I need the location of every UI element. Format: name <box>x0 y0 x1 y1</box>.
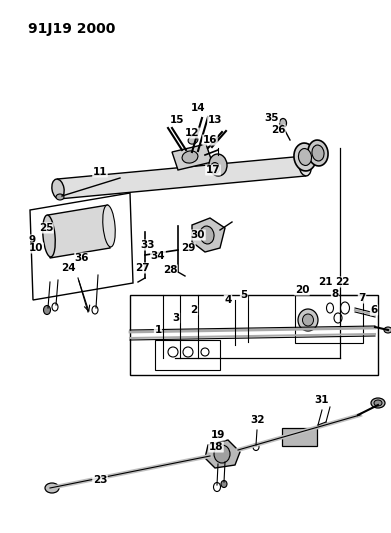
Text: 2: 2 <box>190 305 197 315</box>
Text: 91J19 2000: 91J19 2000 <box>28 22 115 36</box>
Text: 8: 8 <box>332 289 339 299</box>
Text: 21: 21 <box>318 277 332 287</box>
Text: 22: 22 <box>335 277 349 287</box>
Ellipse shape <box>182 151 198 163</box>
Text: 9: 9 <box>29 235 36 245</box>
Bar <box>282 428 317 446</box>
Ellipse shape <box>214 445 230 463</box>
Ellipse shape <box>371 398 385 408</box>
Text: 29: 29 <box>181 243 195 253</box>
Text: 24: 24 <box>61 263 75 273</box>
Text: 15: 15 <box>170 115 184 125</box>
Text: 26: 26 <box>271 125 285 135</box>
Text: 36: 36 <box>75 253 89 263</box>
Text: 16: 16 <box>203 135 217 145</box>
Ellipse shape <box>299 156 311 176</box>
Text: 20: 20 <box>295 285 309 295</box>
Ellipse shape <box>221 481 227 488</box>
Text: 25: 25 <box>39 223 53 233</box>
Ellipse shape <box>308 140 328 166</box>
Ellipse shape <box>303 314 314 326</box>
Text: 30: 30 <box>191 230 205 240</box>
Text: 28: 28 <box>163 265 177 275</box>
Polygon shape <box>205 440 240 468</box>
Ellipse shape <box>298 309 318 331</box>
Text: 10: 10 <box>29 243 43 253</box>
Bar <box>155 340 220 370</box>
Ellipse shape <box>52 179 64 199</box>
Text: 6: 6 <box>370 305 378 315</box>
Text: 4: 4 <box>224 295 232 305</box>
Text: 3: 3 <box>172 313 179 323</box>
Text: 14: 14 <box>191 103 205 113</box>
Ellipse shape <box>210 163 219 174</box>
Text: 34: 34 <box>151 251 165 261</box>
Polygon shape <box>172 144 212 170</box>
Ellipse shape <box>45 483 59 493</box>
Ellipse shape <box>200 226 214 244</box>
Polygon shape <box>48 205 110 258</box>
Text: 33: 33 <box>141 240 155 250</box>
Text: 32: 32 <box>251 415 265 425</box>
Ellipse shape <box>43 215 55 257</box>
Ellipse shape <box>43 305 50 314</box>
Ellipse shape <box>280 118 287 127</box>
Text: 7: 7 <box>358 293 366 303</box>
Text: 11: 11 <box>93 167 107 177</box>
Ellipse shape <box>188 136 198 144</box>
Text: 12: 12 <box>185 128 199 138</box>
Bar <box>295 295 363 343</box>
Text: 19: 19 <box>211 430 225 440</box>
Ellipse shape <box>103 205 115 247</box>
Text: 13: 13 <box>208 115 222 125</box>
Ellipse shape <box>294 143 316 171</box>
Text: 31: 31 <box>315 395 329 405</box>
Ellipse shape <box>374 400 382 406</box>
Text: 17: 17 <box>206 165 220 175</box>
Ellipse shape <box>56 194 64 200</box>
Text: 27: 27 <box>135 263 149 273</box>
Polygon shape <box>192 218 225 252</box>
Text: 18: 18 <box>209 442 223 452</box>
Text: 1: 1 <box>154 325 161 335</box>
Bar <box>130 295 378 375</box>
Text: 5: 5 <box>240 290 248 300</box>
Text: 35: 35 <box>265 113 279 123</box>
Ellipse shape <box>209 154 227 176</box>
Ellipse shape <box>312 145 324 161</box>
Polygon shape <box>57 156 306 199</box>
Ellipse shape <box>384 327 391 333</box>
Text: 23: 23 <box>93 475 107 485</box>
Ellipse shape <box>298 149 312 165</box>
